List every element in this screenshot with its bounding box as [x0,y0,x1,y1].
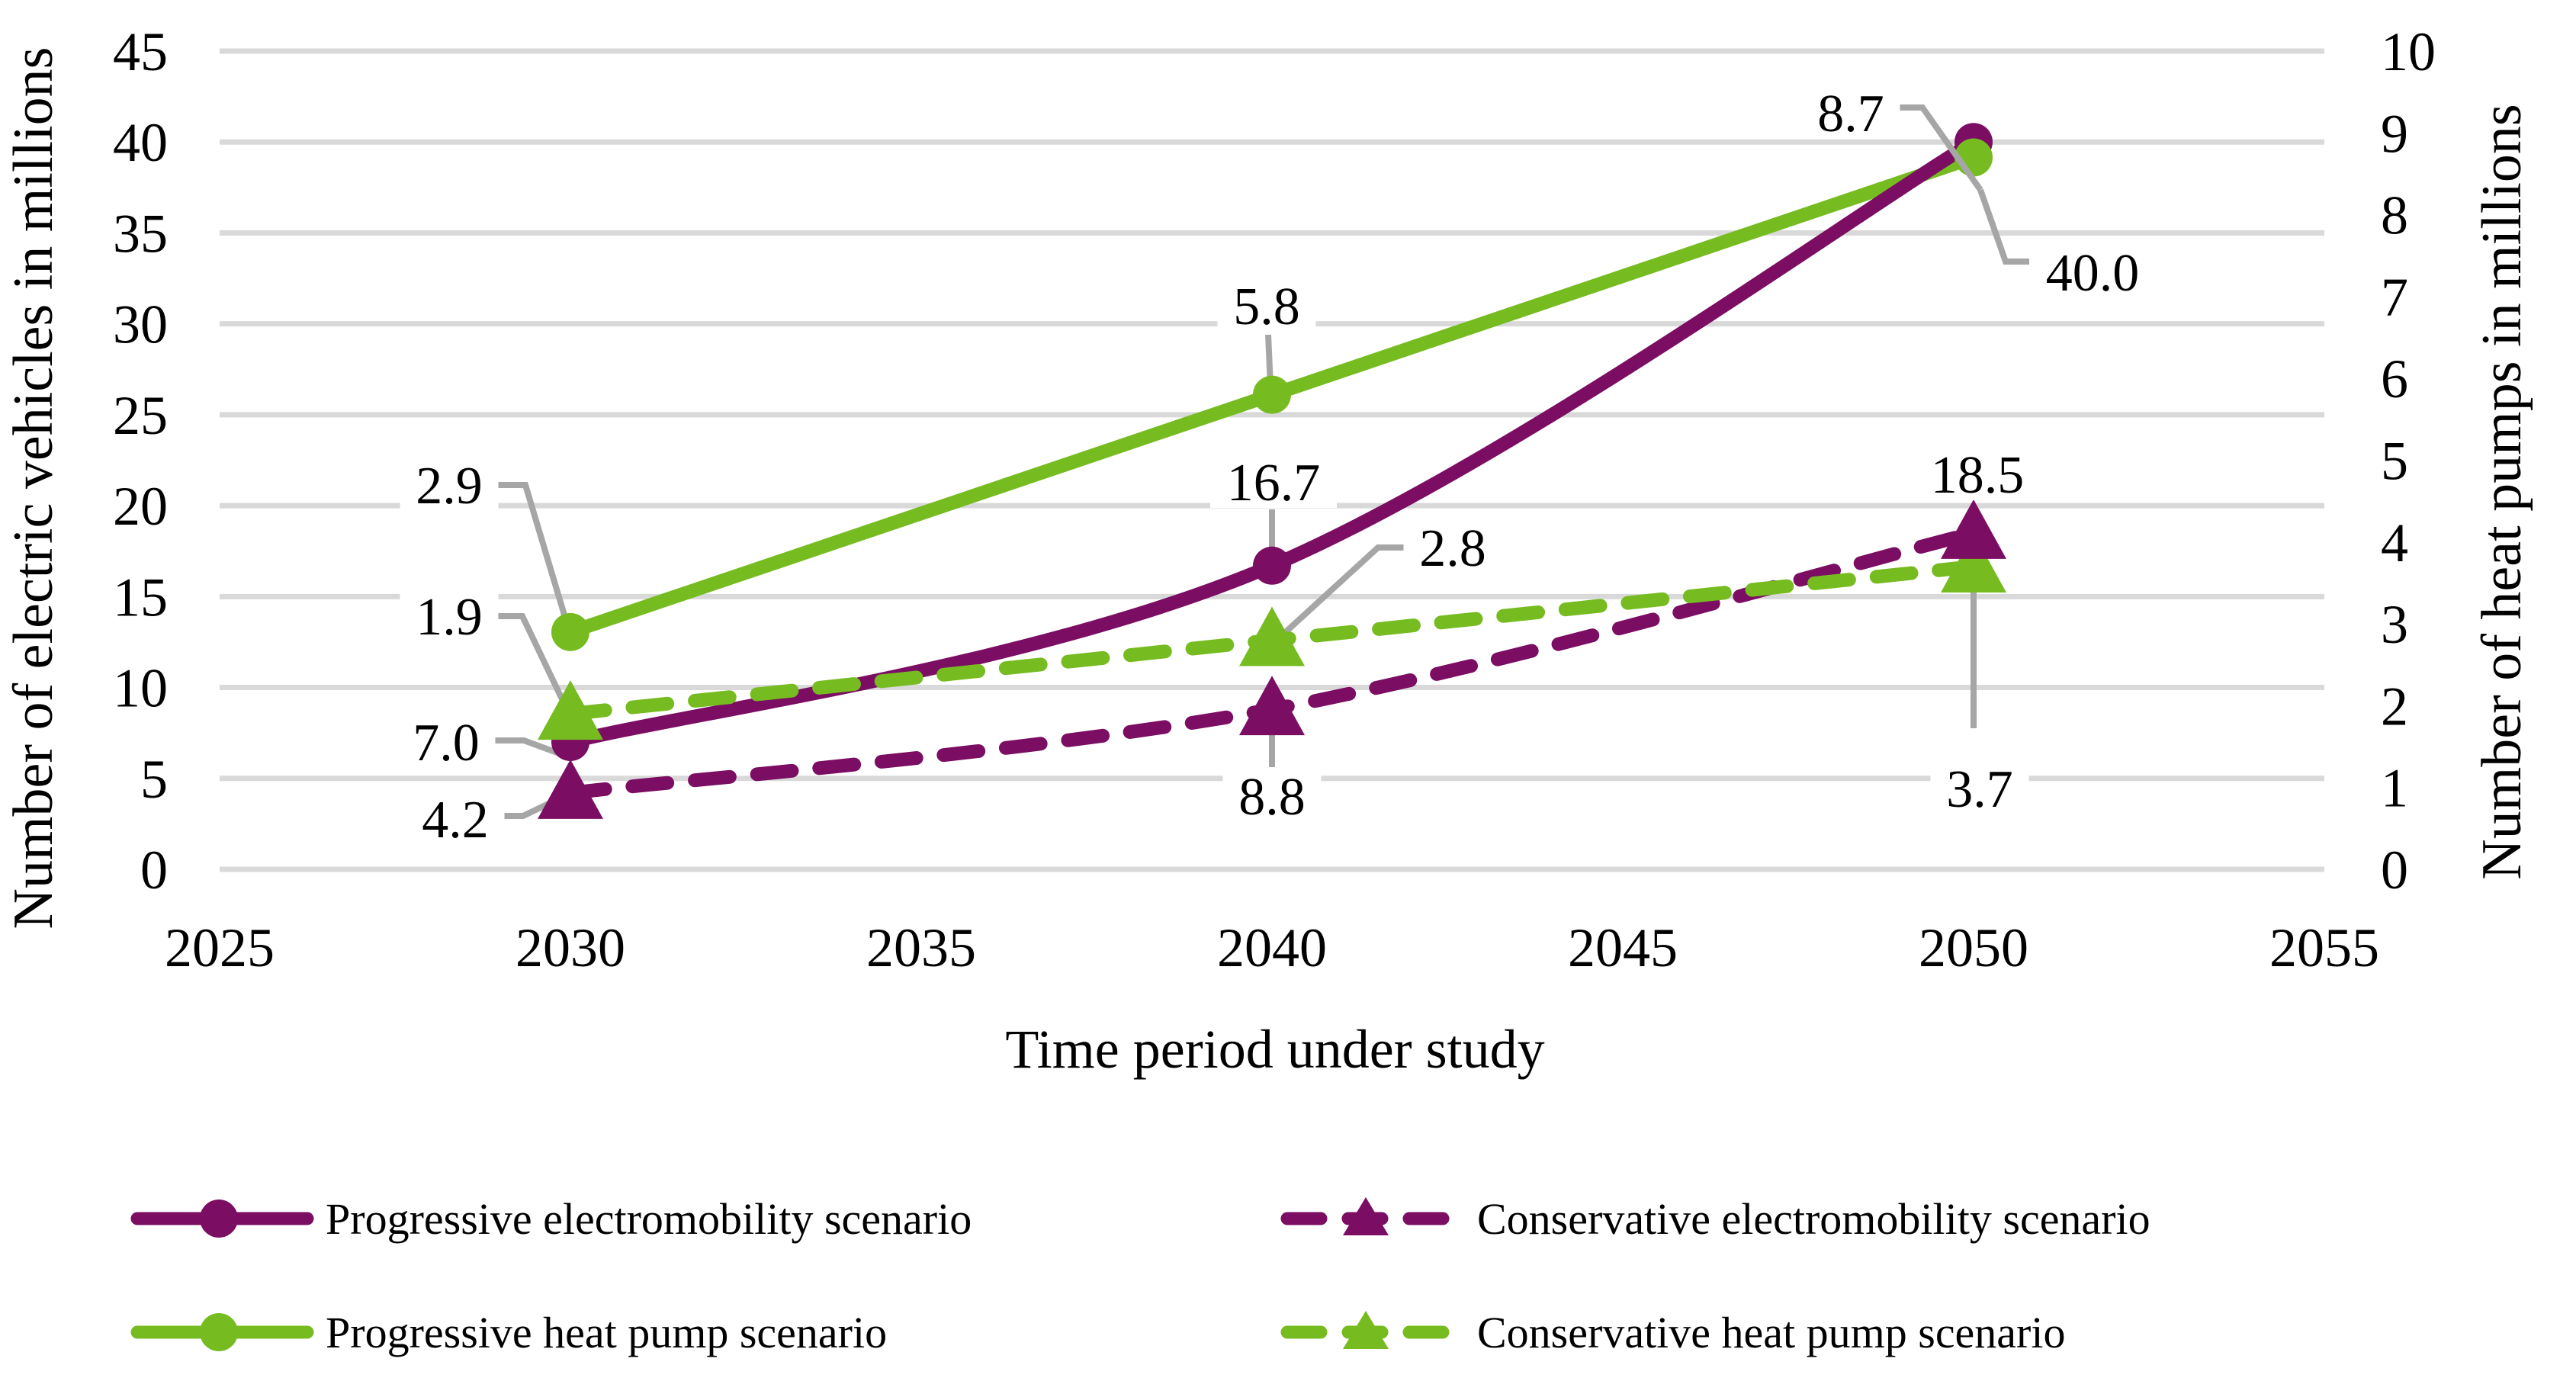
legend-circle-marker-icon [200,1200,238,1238]
data-label: 16.7 [1227,454,1321,512]
legend-label: Progressive electromobility scenario [326,1194,972,1244]
legend-label: Conservative heat pump scenario [1477,1308,2065,1357]
data-label-backing [1801,87,1900,139]
x-axis-title: Time period under study [1005,1019,1544,1080]
circle-marker [1253,375,1291,414]
triangle-marker [1941,532,2006,593]
legend-label: Conservative electromobility scenario [1477,1194,2150,1244]
data-label-backing [1403,522,1502,573]
right-axis-tick-label: 10 [2381,21,2436,82]
left-axis-tick-label: 5 [140,749,168,810]
x-axis-tick-label: 2035 [866,917,976,978]
legend: Progressive electromobility scenario Con… [130,1194,2150,1357]
left-axis-tick-label: 20 [113,476,168,537]
x-axis-tick-label: 2040 [1217,917,1327,978]
left-axis-tick-label: 15 [113,567,168,628]
left-axis-tick-label: 0 [140,840,168,901]
data-label-backing [397,716,496,768]
leader-line [1977,188,2038,265]
triangle-marker [1941,499,2006,559]
triangle-marker [538,680,603,740]
right-axis-tick-label: 1 [2381,758,2408,819]
leader-line [493,613,566,702]
left-axis-tick-label: 40 [113,112,168,173]
data-label: 8.7 [1817,85,1884,143]
right-axis-tick-label: 2 [2381,676,2408,737]
legend-triangle-marker-icon [1343,1197,1389,1235]
leader-line [493,482,569,621]
right-axis-tick-label: 5 [2381,431,2408,492]
circle-marker [551,612,589,651]
legend-triangle-marker-icon [1343,1311,1389,1349]
right-axis-tick-label: 8 [2381,185,2408,246]
legend-item-progressive-electromobility: Progressive electromobility scenario [130,1194,972,1244]
right-axis-tick-label: 6 [2381,348,2408,409]
data-labels: 7.0 16.7 40.0 4.2 8.8 18.5 2.9 5.8 8.7 1.9 2.8 3.7 [397,85,2156,849]
left-axis-tick-label: 30 [113,294,168,355]
data-label-backing [400,459,499,511]
data-label: 4.2 [422,791,489,849]
data-label: 1.9 [416,588,483,647]
triangle-marker [538,759,603,819]
data-label: 18.5 [1931,446,2025,505]
data-label-leader-lines-front [1893,104,2038,265]
data-label: 40.0 [2046,244,2140,303]
data-label-backing [400,590,499,642]
legend-item-progressive-heat-pump: Progressive heat pump scenario [130,1308,887,1357]
circle-marker [1253,546,1291,585]
legend-item-conservative-electromobility: Conservative electromobility scenario [1280,1194,2150,1244]
x-axis-tick-label: 2050 [1919,917,2028,978]
left-axis-tick-label: 45 [113,21,168,82]
left-axis-title: Number of electric vehicles in millions [2,47,65,930]
leader-line [1277,544,1413,640]
x-axis-tick-label: 2045 [1568,917,1678,978]
data-label: 3.7 [1946,760,2013,819]
legend-item-conservative-heat-pump: Conservative heat pump scenario [1280,1308,2065,1357]
x-axis-tick-label: 2025 [165,917,275,978]
legend-circle-marker-icon [200,1313,238,1351]
x-axis-tick-label: 2055 [2269,917,2379,978]
right-axis-tick-label: 9 [2381,103,2408,164]
data-label: 7.0 [413,714,480,772]
right-axis-title: Number of heat pumps in millions [2471,104,2533,879]
leader-line [1893,104,1983,192]
triangle-marker [1239,676,1305,736]
data-label: 2.9 [416,457,483,515]
data-point-markers [538,123,2006,819]
right-axis-tick-label: 4 [2381,512,2408,573]
left-axis-tick-label: 35 [113,203,168,264]
data-label-backing [1914,448,2041,500]
triangle-marker [1239,606,1305,666]
leader-line [490,737,563,757]
data-label-backing [1930,763,2029,814]
left-axis-tick-label: 10 [113,658,168,719]
right-axis-tick-label: 7 [2381,267,2408,328]
data-label-backing [406,793,505,845]
right-axis-tick-label: 0 [2381,840,2408,901]
data-label: 2.8 [1419,519,1486,578]
data-label-backing [2029,246,2156,298]
left-axis-tick-label: 25 [113,385,168,446]
data-label-backing [1210,456,1337,508]
legend-label: Progressive heat pump scenario [326,1308,887,1357]
data-label: 5.8 [1233,278,1300,336]
right-axis-tick-label: 3 [2381,594,2408,655]
data-label-backing [1217,280,1316,332]
x-axis-tick-label: 2030 [516,917,625,978]
data-label-backing [1222,770,1322,822]
data-label: 8.8 [1238,768,1306,827]
